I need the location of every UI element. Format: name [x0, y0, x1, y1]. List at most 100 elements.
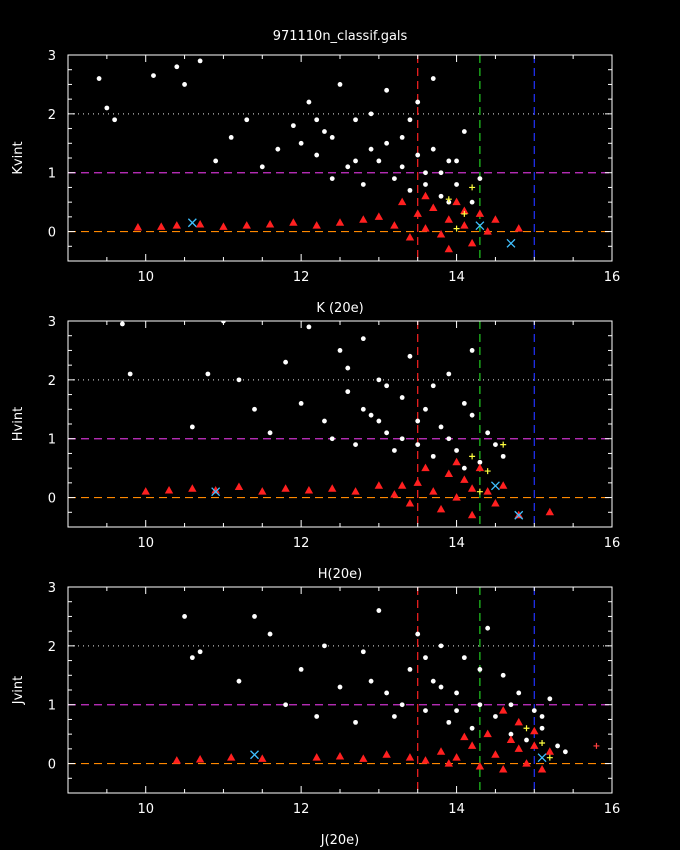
- point-dot-0-31: [485, 430, 491, 436]
- point-dot-0-43: [345, 365, 351, 371]
- point-triangle-1-29: [397, 481, 407, 489]
- point-dot-0-2: [197, 649, 203, 655]
- point-dot-0-6: [197, 58, 203, 64]
- point-triangle-1-16: [444, 469, 453, 478]
- point-dot-0-0: [182, 614, 187, 619]
- point-triangle-1-14: [429, 487, 438, 495]
- point-plus-2-1: [461, 210, 468, 217]
- point-dot-0-44: [376, 418, 382, 424]
- x-axis-label: J(20e): [320, 833, 360, 848]
- point-triangle-1-27: [444, 244, 453, 253]
- point-plus-2-0: [469, 453, 476, 460]
- point-plus-2-0: [445, 196, 452, 203]
- x-tick-label: 16: [604, 270, 621, 285]
- point-triangle-1-27: [530, 726, 539, 735]
- point-plus-2-0: [523, 725, 530, 732]
- point-dot-0-8: [228, 135, 234, 140]
- point-triangle-1-1: [195, 754, 205, 763]
- point-dot-0-34: [329, 436, 335, 442]
- point-dot-0-34: [547, 696, 553, 702]
- point-dot-0-18: [384, 430, 390, 436]
- x-tick-label: 10: [137, 802, 154, 817]
- x-tick-label: 10: [137, 536, 154, 551]
- y-tick-label: 0: [48, 758, 56, 773]
- point-triangle-1-25: [545, 507, 555, 516]
- point-triangle-1-21: [467, 238, 477, 247]
- point-triangle-1-10: [436, 747, 446, 755]
- point-dot-0-33: [539, 725, 545, 731]
- point-dot-0-29: [469, 348, 475, 353]
- point-triangle-1-13: [413, 478, 422, 486]
- point-dot-0-43: [423, 655, 428, 661]
- point-triangle-1-22: [475, 209, 485, 217]
- point-triangle-1-26: [421, 463, 430, 472]
- point-dot-0-12: [360, 649, 366, 655]
- point-triangle-1-17: [452, 493, 461, 501]
- point-triangle-1-5: [335, 752, 345, 760]
- point-plus-2-1: [484, 468, 491, 475]
- point-dot-0-18: [423, 708, 428, 713]
- point-dot-0-1: [189, 655, 195, 661]
- point-dot-0-33: [500, 453, 506, 459]
- y-tick-label: 3: [48, 49, 56, 64]
- point-dot-0-8: [314, 714, 320, 719]
- point-triangle-1-14: [483, 729, 492, 738]
- point-dot-0-29: [508, 731, 514, 737]
- point-plus-2-2: [469, 184, 476, 191]
- point-dot-0-21: [360, 182, 366, 187]
- point-dot-0-5: [182, 82, 187, 87]
- point-dot-0-44: [399, 164, 405, 170]
- point-dot-0-39: [477, 667, 483, 672]
- x-tick-label: 12: [293, 802, 310, 817]
- point-dot-0-1: [127, 371, 133, 377]
- point-triangle-1-2: [227, 753, 236, 761]
- point-triangle-1-0: [141, 487, 150, 495]
- point-dot-0-24: [430, 453, 436, 459]
- x-tick-label: 12: [293, 536, 310, 551]
- y-tick-label: 1: [48, 699, 56, 714]
- y-tick-label: 1: [48, 167, 56, 182]
- point-dot-0-45: [430, 146, 436, 152]
- point-triangle-1-1: [157, 222, 166, 230]
- point-dot-0-16: [368, 412, 374, 418]
- point-triangle-1-20: [460, 221, 469, 229]
- point-dot-0-4: [252, 614, 257, 619]
- point-triangle-1-20: [530, 741, 539, 749]
- point-dot-0-12: [337, 348, 343, 353]
- point-dot-0-14: [306, 99, 312, 105]
- point-triangle-1-26: [514, 744, 523, 752]
- point-triangle-1-8: [405, 753, 415, 761]
- point-triangle-1-17: [506, 735, 516, 744]
- point-dot-0-35: [360, 406, 366, 412]
- y-tick-label: 3: [48, 315, 56, 330]
- point-triangle-1-25: [514, 224, 523, 232]
- point-dot-0-41: [430, 383, 436, 389]
- point-triangle-1-15: [421, 224, 430, 232]
- point-dot-0-26: [446, 371, 452, 377]
- point-dot-0-26: [485, 625, 491, 631]
- x-axis-label: H(20e): [318, 567, 362, 582]
- point-dot-0-3: [205, 371, 211, 377]
- point-dot-0-42: [368, 678, 374, 684]
- point-dot-0-37: [399, 702, 405, 708]
- point-dot-0-28: [415, 152, 421, 158]
- point-triangle-1-18: [460, 475, 469, 483]
- point-dot-0-18: [337, 82, 343, 87]
- point-dot-0-38: [353, 158, 358, 164]
- point-dot-0-14: [353, 442, 358, 447]
- point-triangle-1-20: [475, 463, 485, 472]
- y-tick-label: 0: [48, 492, 56, 507]
- point-triangle-1-16: [499, 764, 508, 773]
- point-plus-2-1: [539, 739, 546, 746]
- point-triangle-1-27: [452, 457, 461, 466]
- point-dot-0-37: [329, 135, 335, 140]
- point-dot-0-20: [438, 643, 444, 649]
- point-dot-0-15: [314, 152, 320, 158]
- point-triangle-1-9: [335, 218, 345, 226]
- point-dot-0-2: [112, 117, 118, 123]
- point-triangle-1-23: [499, 481, 508, 489]
- point-triangle-1-4: [219, 222, 228, 230]
- point-dot-0-32: [446, 158, 452, 164]
